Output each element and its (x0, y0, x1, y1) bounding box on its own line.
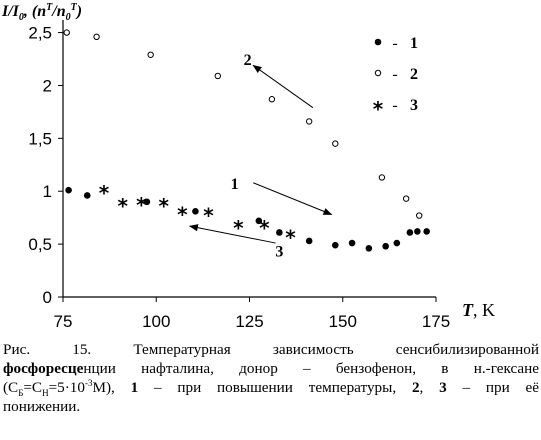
data-point-series-3: * (99, 181, 110, 205)
y-tick-label: 0 (43, 288, 52, 307)
data-point-series-1 (305, 237, 313, 245)
data-point-series-2 (378, 174, 386, 181)
y-tick-label: 1 (43, 182, 52, 201)
annotation-label-3: 3 (275, 243, 283, 260)
data-point-series-1 (348, 239, 356, 247)
data-point-series-3: * (158, 194, 169, 218)
data-point-series-2 (416, 212, 423, 219)
legend-dash: - (392, 97, 397, 114)
caption-bold-word: фосфоресце (3, 360, 84, 377)
caption-line-2: фосфоресценции нафталина, донор – бензоф… (3, 360, 539, 377)
axes (58, 20, 437, 302)
x-tick-label: 175 (422, 312, 450, 331)
y-tick-label: 0,5 (28, 235, 52, 254)
data-point-series-2 (147, 51, 154, 58)
data-point-series-1 (382, 242, 389, 250)
tick-labels: 0 0,5 1 1,5 2 2,5 75 100 125 150 175 (28, 24, 450, 331)
legend-label-1: 1 (410, 35, 418, 52)
y-axis-label: I/I0, (nT/n0T) (1, 2, 82, 23)
data-point-series-3: * (259, 216, 270, 240)
y-tick-label: 1,5 (28, 129, 52, 148)
data-points: * * * * * * * * * (63, 29, 430, 252)
data-point-series-3: * (285, 226, 296, 250)
legend-marker-2 (374, 69, 382, 77)
data-point-series-1 (255, 217, 263, 225)
data-point-series-3: * (136, 193, 147, 217)
data-point-series-2 (214, 72, 221, 80)
caption-line-3: (СБ=СН=5·10-3М), 1 – при повышении темпе… (3, 377, 540, 399)
data-point-series-2 (332, 140, 339, 147)
data-point-series-1 (423, 228, 430, 235)
data-point-series-1 (331, 241, 339, 249)
annotation-label-1: 1 (231, 176, 239, 193)
legend-label-3: 3 (410, 97, 418, 114)
legend-dash: - (392, 66, 397, 83)
data-point-series-1 (83, 192, 91, 199)
data-point-series-1 (414, 228, 421, 235)
data-point-series-1 (406, 229, 414, 236)
data-point-series-3: * (233, 216, 244, 240)
annotation-label-2: 2 (244, 52, 252, 69)
data-point-series-2 (305, 118, 313, 125)
legend-marker-1 (374, 38, 382, 46)
y-tick-label: 2,5 (28, 24, 52, 43)
arrow-2 (252, 64, 314, 109)
caption-line-4: понижении. (3, 398, 81, 415)
data-point-series-2 (402, 195, 410, 202)
data-point-series-2 (268, 96, 276, 103)
figure-caption: Рис. 15. Температурная зависимость сенси… (3, 340, 539, 416)
data-point-series-2 (93, 33, 100, 41)
data-point-series-1 (276, 229, 283, 236)
data-point-series-1 (143, 198, 151, 206)
data-point-series-1 (393, 239, 401, 247)
x-tick-label: 75 (54, 312, 73, 331)
data-point-series-3: * (117, 194, 128, 218)
x-tick-label: 125 (235, 312, 263, 331)
x-tick-label: 150 (329, 312, 357, 331)
x-axis-label: T, K (462, 300, 495, 320)
data-point-series-2 (63, 29, 70, 36)
annotation-arrows: 1 2 3 (188, 52, 333, 260)
legend: -1- 2* -3 (373, 35, 418, 121)
legend-dash: - (392, 35, 397, 52)
data-point-series-1 (65, 186, 72, 194)
data-point-series-3: * (177, 202, 188, 226)
x-tick-label: 100 (142, 312, 170, 331)
arrow-1 (253, 182, 333, 215)
y-tick-label: 2 (43, 76, 52, 95)
legend-marker-3: * (373, 97, 384, 121)
legend-label-2: 2 (410, 66, 418, 83)
chart: 0 0,5 1 1,5 2 2,5 75 100 125 150 175 * * * * * * * * * 1 2 3… (1, 2, 495, 331)
data-point-series-3: * (203, 203, 214, 227)
arrow-3 (188, 224, 276, 244)
caption-line-1: Рис. 15. Температурная зависимость сенси… (3, 341, 539, 358)
data-point-series-1 (192, 208, 199, 215)
data-point-series-1 (365, 245, 373, 252)
